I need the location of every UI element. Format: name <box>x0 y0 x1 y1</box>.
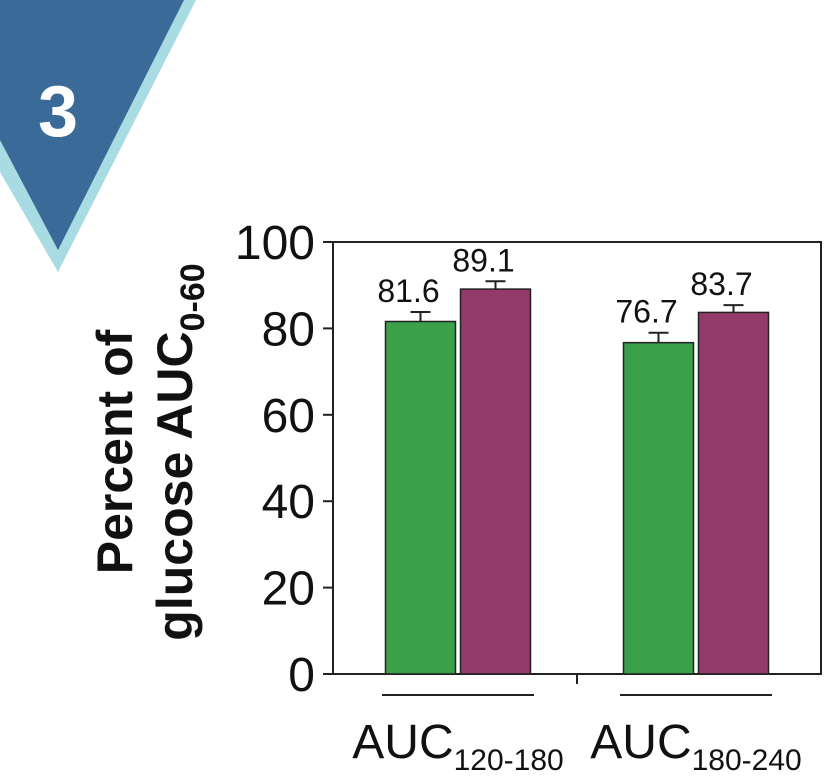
y-tick-label: 0 <box>288 649 315 702</box>
panel-badge: 3 <box>0 0 196 272</box>
y-axis-label: Percent of glucose AUC0-60 <box>87 263 212 640</box>
x-category-subscript: 180-240 <box>692 744 802 777</box>
y-axis-label-line2: glucose AUC0-60 <box>147 263 212 640</box>
badge-number: 3 <box>38 72 78 152</box>
bar <box>697 311 770 675</box>
y-tick-label: 60 <box>262 390 315 443</box>
y-tick-label: 40 <box>262 476 315 529</box>
bar <box>459 288 532 675</box>
x-axis-layer: AUC120-180 AUC180-240 <box>352 674 802 777</box>
y-tick-label: 20 <box>262 563 315 616</box>
bar-value-label: 76.7 <box>615 294 677 330</box>
y-axis-label-line1: Percent of <box>87 329 143 574</box>
y-axis-label-subscript: 0-60 <box>174 263 212 331</box>
bar-value-label: 81.6 <box>377 273 439 309</box>
bar <box>384 320 457 675</box>
x-category-label: AUC120-180 <box>352 716 563 777</box>
x-category-subscript: 120-180 <box>454 744 564 777</box>
x-category-label: AUC180-240 <box>590 716 801 777</box>
y-tick-label: 100 <box>235 217 315 270</box>
bar <box>622 341 695 675</box>
badge-triangle <box>0 0 184 250</box>
y-tick-label: 80 <box>262 303 315 356</box>
y-axis-label-main: glucose AUC <box>147 331 203 640</box>
x-category-main: AUC <box>352 716 453 769</box>
y-axis-ticks: 0 20 40 60 80 100 <box>235 217 333 702</box>
bar-value-label: 83.7 <box>690 266 752 302</box>
x-category-main: AUC <box>590 716 691 769</box>
bars-layer: 81.6 89.1 76.7 83.7 <box>377 242 770 675</box>
bar-value-label: 89.1 <box>452 242 514 278</box>
